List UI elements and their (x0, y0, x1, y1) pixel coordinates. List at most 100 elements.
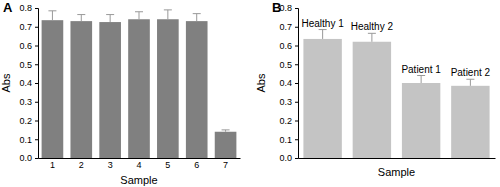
error-bar (106, 15, 114, 23)
tick: 0.1 (279, 135, 298, 145)
tick: 1 (50, 158, 55, 170)
error-bar (417, 76, 425, 84)
y-axis: 0.00.10.20.30.40.50.60.70.8 (279, 3, 298, 163)
tick-mark (295, 64, 298, 65)
panel: 0.00.10.20.30.40.50.60.70.81234567Sample… (0, 0, 241, 186)
error-bar (368, 33, 376, 41)
error-cap (368, 33, 376, 34)
tick: 0.2 (279, 116, 298, 126)
plot-area (42, 10, 237, 158)
tick-label: 1 (50, 160, 55, 170)
tick-label: 0.0 (19, 153, 32, 163)
tick-label: 0.4 (19, 78, 32, 88)
error-cap (193, 13, 201, 14)
x-axis-title: Sample (378, 166, 415, 178)
error-bar (164, 10, 172, 19)
tick-label: 0.7 (19, 22, 32, 32)
tick-label: 6 (194, 160, 199, 170)
bar (99, 22, 121, 158)
error-cap (106, 14, 114, 15)
error-stem (110, 15, 111, 23)
panel-title: A (3, 0, 13, 15)
error-stem (470, 79, 471, 86)
error-stem (139, 12, 140, 20)
tick-mark (35, 121, 38, 122)
tick: 2 (79, 158, 84, 170)
y-axis: 0.00.10.20.30.40.50.60.70.8 (19, 3, 38, 163)
error-stem (196, 14, 197, 22)
tick-mark (295, 27, 298, 28)
tick-label: 5 (165, 160, 170, 170)
tick-label: 0.0 (279, 153, 292, 163)
tick-mark (295, 102, 298, 103)
tick: 0.8 (279, 3, 298, 13)
tick: 0.8 (19, 3, 38, 13)
tick: 0.4 (279, 78, 298, 88)
error-cap (222, 129, 230, 130)
error-bar (48, 11, 56, 20)
error-cap (77, 14, 85, 15)
tick-label: 0.2 (19, 116, 32, 126)
tick-mark (295, 83, 298, 84)
tick-label: 0.2 (279, 116, 292, 126)
tick-label: 0.6 (279, 41, 292, 51)
bar (186, 21, 208, 158)
bar (128, 19, 150, 158)
x-axis-title: Sample (120, 174, 157, 186)
tick-label: 3 (108, 160, 113, 170)
tick: 0.3 (19, 97, 38, 107)
y-axis-title: Abs (255, 73, 267, 92)
tick-label: 0.4 (279, 78, 292, 88)
tick-label: 0.7 (279, 22, 292, 32)
bar (402, 83, 440, 158)
category-label: Healthy 2 (351, 21, 394, 32)
axis-line (39, 158, 241, 159)
bar (353, 42, 391, 158)
tick-label: 0.6 (19, 41, 32, 51)
tick-mark (35, 27, 38, 28)
tick-label: 0.3 (19, 97, 32, 107)
tick-mark (35, 64, 38, 65)
tick-label: 0.8 (19, 3, 32, 13)
tick: 6 (194, 158, 199, 170)
error-bar (466, 79, 474, 86)
error-bar (222, 130, 230, 132)
tick: 3 (108, 158, 113, 170)
tick-mark (295, 121, 298, 122)
category-label: Patient 1 (401, 64, 441, 75)
tick-label: 0.3 (279, 97, 292, 107)
tick-label: 4 (136, 160, 141, 170)
error-cap (164, 9, 172, 10)
bar (157, 19, 179, 158)
tick-mark (295, 158, 298, 159)
error-cap (466, 79, 474, 80)
tick-label: 2 (79, 160, 84, 170)
category-label: Patient 2 (451, 67, 491, 78)
error-cap (48, 10, 56, 11)
error-stem (81, 15, 82, 22)
tick-mark (35, 8, 38, 9)
bar (215, 132, 237, 158)
bar (70, 21, 92, 158)
error-cap (135, 11, 143, 12)
category-label: Healthy 1 (302, 18, 345, 29)
tick-mark (295, 139, 298, 140)
tick: 7 (223, 158, 228, 170)
tick: 0.4 (19, 78, 38, 88)
panel-title: B (272, 0, 281, 15)
error-bar (77, 15, 85, 22)
axis-line (295, 9, 299, 159)
bar (451, 86, 489, 158)
axis-line (35, 9, 39, 159)
tick: 0.3 (279, 97, 298, 107)
error-bar (135, 12, 143, 20)
tick: 0.0 (279, 153, 298, 163)
axis-line (299, 158, 496, 159)
tick: 0.0 (19, 153, 38, 163)
tick: 0.1 (19, 135, 38, 145)
panel: 0.00.10.20.30.40.50.60.70.8Healthy 1Heal… (255, 0, 496, 178)
error-cap (417, 75, 425, 76)
error-stem (52, 11, 53, 20)
plot-area (303, 30, 489, 158)
tick-label: 0.1 (279, 135, 292, 145)
